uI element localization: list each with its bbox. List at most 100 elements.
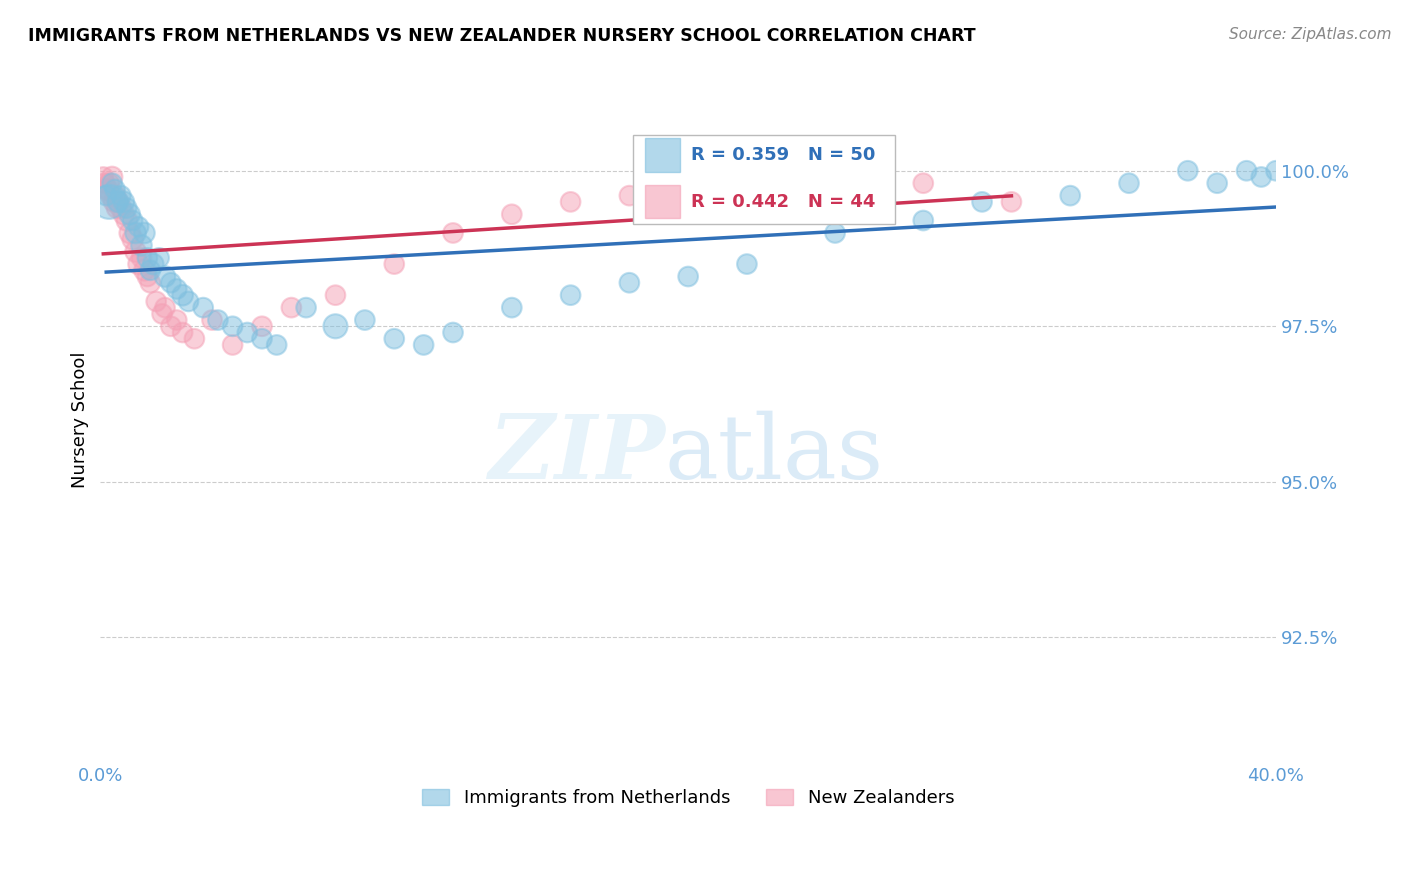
Point: [560, 194, 582, 209]
Point: [166, 313, 188, 327]
Point: [112, 194, 135, 209]
Point: [160, 276, 183, 290]
Point: [441, 226, 464, 240]
Point: [110, 188, 132, 202]
Point: [94, 176, 117, 190]
Point: [121, 232, 143, 246]
Legend: Immigrants from Netherlands, New Zealanders: Immigrants from Netherlands, New Zealand…: [415, 781, 962, 814]
Point: [824, 226, 846, 240]
Point: [250, 319, 273, 334]
Point: [250, 332, 273, 346]
Point: [91, 169, 114, 184]
Text: atlas: atlas: [665, 410, 884, 498]
Point: [145, 294, 167, 309]
Point: [124, 244, 146, 259]
Point: [128, 219, 150, 234]
Point: [104, 182, 127, 196]
Point: [107, 194, 129, 209]
Point: [354, 313, 377, 327]
Point: [150, 307, 173, 321]
Point: [183, 332, 205, 346]
Point: [325, 288, 347, 302]
Point: [221, 319, 243, 334]
Point: [139, 276, 162, 290]
Point: [912, 213, 935, 227]
Point: [118, 226, 141, 240]
Text: R = 0.442   N = 44: R = 0.442 N = 44: [692, 193, 876, 211]
Point: [131, 238, 153, 252]
Point: [1000, 194, 1022, 209]
Y-axis label: Nursery School: Nursery School: [72, 351, 89, 488]
Point: [101, 169, 124, 184]
Point: [441, 326, 464, 340]
Point: [676, 182, 699, 196]
Text: IMMIGRANTS FROM NETHERLANDS VS NEW ZEALANDER NURSERY SCHOOL CORRELATION CHART: IMMIGRANTS FROM NETHERLANDS VS NEW ZEALA…: [28, 27, 976, 45]
Point: [382, 257, 405, 271]
Point: [1236, 163, 1258, 178]
Point: [1250, 169, 1272, 184]
Point: [325, 319, 347, 334]
Point: [501, 207, 523, 221]
Point: [201, 313, 224, 327]
Point: [124, 226, 146, 240]
Point: [107, 194, 129, 209]
Point: [139, 263, 162, 277]
Point: [136, 251, 159, 265]
Point: [1177, 163, 1199, 178]
Point: [266, 338, 288, 352]
Text: ZIP: ZIP: [489, 410, 665, 497]
Text: R = 0.359   N = 50: R = 0.359 N = 50: [692, 146, 876, 164]
Point: [148, 251, 170, 265]
Point: [104, 188, 127, 202]
Point: [160, 319, 183, 334]
Point: [382, 332, 405, 346]
Point: [166, 282, 188, 296]
Point: [136, 269, 159, 284]
Point: [142, 257, 165, 271]
Point: [1118, 176, 1140, 190]
Point: [112, 207, 135, 221]
Point: [280, 301, 302, 315]
Point: [96, 182, 118, 196]
Point: [560, 288, 582, 302]
Point: [98, 194, 121, 209]
Point: [172, 326, 194, 340]
Point: [221, 338, 243, 352]
Point: [100, 188, 122, 202]
Point: [735, 176, 758, 190]
Point: [115, 213, 138, 227]
Point: [1265, 163, 1288, 178]
Point: [97, 182, 120, 196]
Point: [134, 226, 156, 240]
Point: [153, 269, 176, 284]
Point: [96, 188, 118, 202]
Point: [115, 201, 138, 215]
Point: [172, 288, 194, 302]
Point: [824, 163, 846, 178]
Point: [101, 176, 124, 190]
Text: Source: ZipAtlas.com: Source: ZipAtlas.com: [1229, 27, 1392, 42]
Point: [177, 294, 200, 309]
Point: [110, 201, 132, 215]
Point: [912, 176, 935, 190]
Point: [103, 194, 125, 209]
Point: [105, 201, 128, 215]
Point: [676, 269, 699, 284]
Point: [131, 251, 153, 265]
Point: [121, 213, 143, 227]
Point: [412, 338, 434, 352]
Point: [98, 176, 121, 190]
Point: [153, 301, 176, 315]
Point: [735, 257, 758, 271]
Point: [128, 257, 150, 271]
Point: [236, 326, 259, 340]
Point: [1059, 188, 1081, 202]
Point: [134, 263, 156, 277]
Point: [619, 188, 641, 202]
Point: [619, 276, 641, 290]
Point: [295, 301, 318, 315]
Point: [207, 313, 229, 327]
Point: [1206, 176, 1229, 190]
Point: [970, 194, 993, 209]
Point: [193, 301, 215, 315]
